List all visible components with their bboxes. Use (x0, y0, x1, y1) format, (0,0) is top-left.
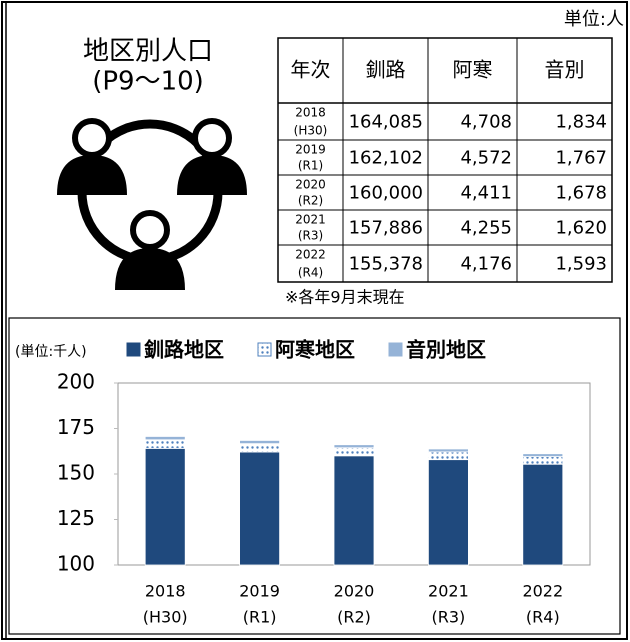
legend-swatch (388, 342, 403, 357)
table-header: 阿寒 (453, 58, 493, 82)
legend-label: 阿寒地区 (275, 338, 355, 362)
bar-segment (144, 447, 186, 566)
bar-segment (333, 455, 375, 566)
legend-swatch (126, 342, 141, 357)
x-tick-sublabel: (R1) (243, 608, 277, 627)
unit-label: 単位:人 (564, 9, 624, 30)
title-sub: (P9〜10) (92, 67, 204, 97)
bar-segment (522, 453, 564, 458)
table-cell: 155,378 (349, 254, 423, 275)
table-cell: 164,085 (349, 112, 423, 133)
x-tick-label: 2018 (145, 582, 186, 601)
y-tick-label: 200 (57, 370, 95, 394)
table-header: 年次 (291, 58, 331, 82)
table-era: (R4) (298, 266, 323, 280)
bar-segment (522, 456, 564, 465)
legend-label: 音別地区 (406, 338, 486, 362)
table-cell: 4,572 (460, 148, 512, 169)
x-tick-sublabel: (H30) (143, 608, 188, 627)
table-cell: 1,620 (555, 218, 607, 239)
x-tick-sublabel: (R3) (432, 608, 466, 627)
table-year: 2020 (295, 178, 326, 192)
x-tick-label: 2021 (428, 582, 469, 601)
table-cell: 4,708 (460, 112, 512, 133)
table-header: 音別 (545, 58, 585, 82)
table-year: 2019 (295, 143, 326, 157)
table-era: (R2) (298, 194, 323, 208)
x-tick-label: 2022 (522, 582, 563, 601)
table-cell: 160,000 (349, 183, 423, 204)
bar-segment (239, 443, 281, 453)
title: 地区別人口 (83, 37, 213, 67)
chart: 100 125 150 175 200 釧路地区 阿寒地区 音別地区 2018 (H30) 2019… (57, 338, 564, 627)
bar-segment (522, 463, 564, 566)
table-cell: 162,102 (349, 148, 423, 169)
table-cell: 4,176 (460, 254, 512, 275)
bar-segment (144, 439, 186, 449)
table-header: 釧路 (366, 58, 406, 82)
table-cell: 1,678 (555, 183, 607, 204)
bar-segment (427, 451, 469, 461)
table-cell: 1,593 (555, 254, 607, 275)
table-year: 2022 (295, 248, 326, 262)
y-tick-label: 100 (57, 552, 95, 576)
x-tick-label: 2020 (334, 582, 375, 601)
table-cell: 4,411 (460, 183, 512, 204)
chart-unit: (単位:千人) (15, 344, 87, 360)
legend-swatch (257, 342, 272, 357)
bar-segment (144, 436, 186, 441)
y-tick-label: 150 (57, 461, 95, 485)
x-tick-label: 2019 (239, 582, 280, 601)
x-tick-sublabel: (R4) (526, 608, 560, 627)
bar-segment (239, 451, 281, 566)
legend-label: 釧路地区 (144, 338, 224, 362)
table-year: 2021 (295, 213, 326, 227)
bar-segment (333, 444, 375, 449)
table-era: (R1) (298, 159, 323, 173)
population-table: 年次 釧路 阿寒 音別 2018 (H30) 164,085 4,708 1,834 2019 (R… (277, 37, 613, 283)
table-era: (H30) (294, 124, 328, 138)
y-tick-label: 125 (57, 506, 95, 530)
bar-segment (427, 459, 469, 566)
table-cell: 157,886 (349, 218, 423, 239)
table-cell: 1,767 (555, 148, 607, 169)
y-tick-label: 175 (57, 415, 95, 439)
table-border (277, 37, 613, 283)
table-note: ※各年9月末現在 (285, 288, 405, 307)
x-tick-sublabel: (R2) (337, 608, 371, 627)
people-icon (57, 118, 247, 290)
bar-segment (333, 447, 375, 457)
table-cell: 4,255 (460, 218, 512, 239)
bar-segment (239, 440, 281, 445)
table-cell: 1,834 (555, 112, 607, 133)
table-year: 2018 (295, 106, 326, 120)
table-era: (R3) (298, 229, 323, 243)
bar-segment (427, 448, 469, 453)
